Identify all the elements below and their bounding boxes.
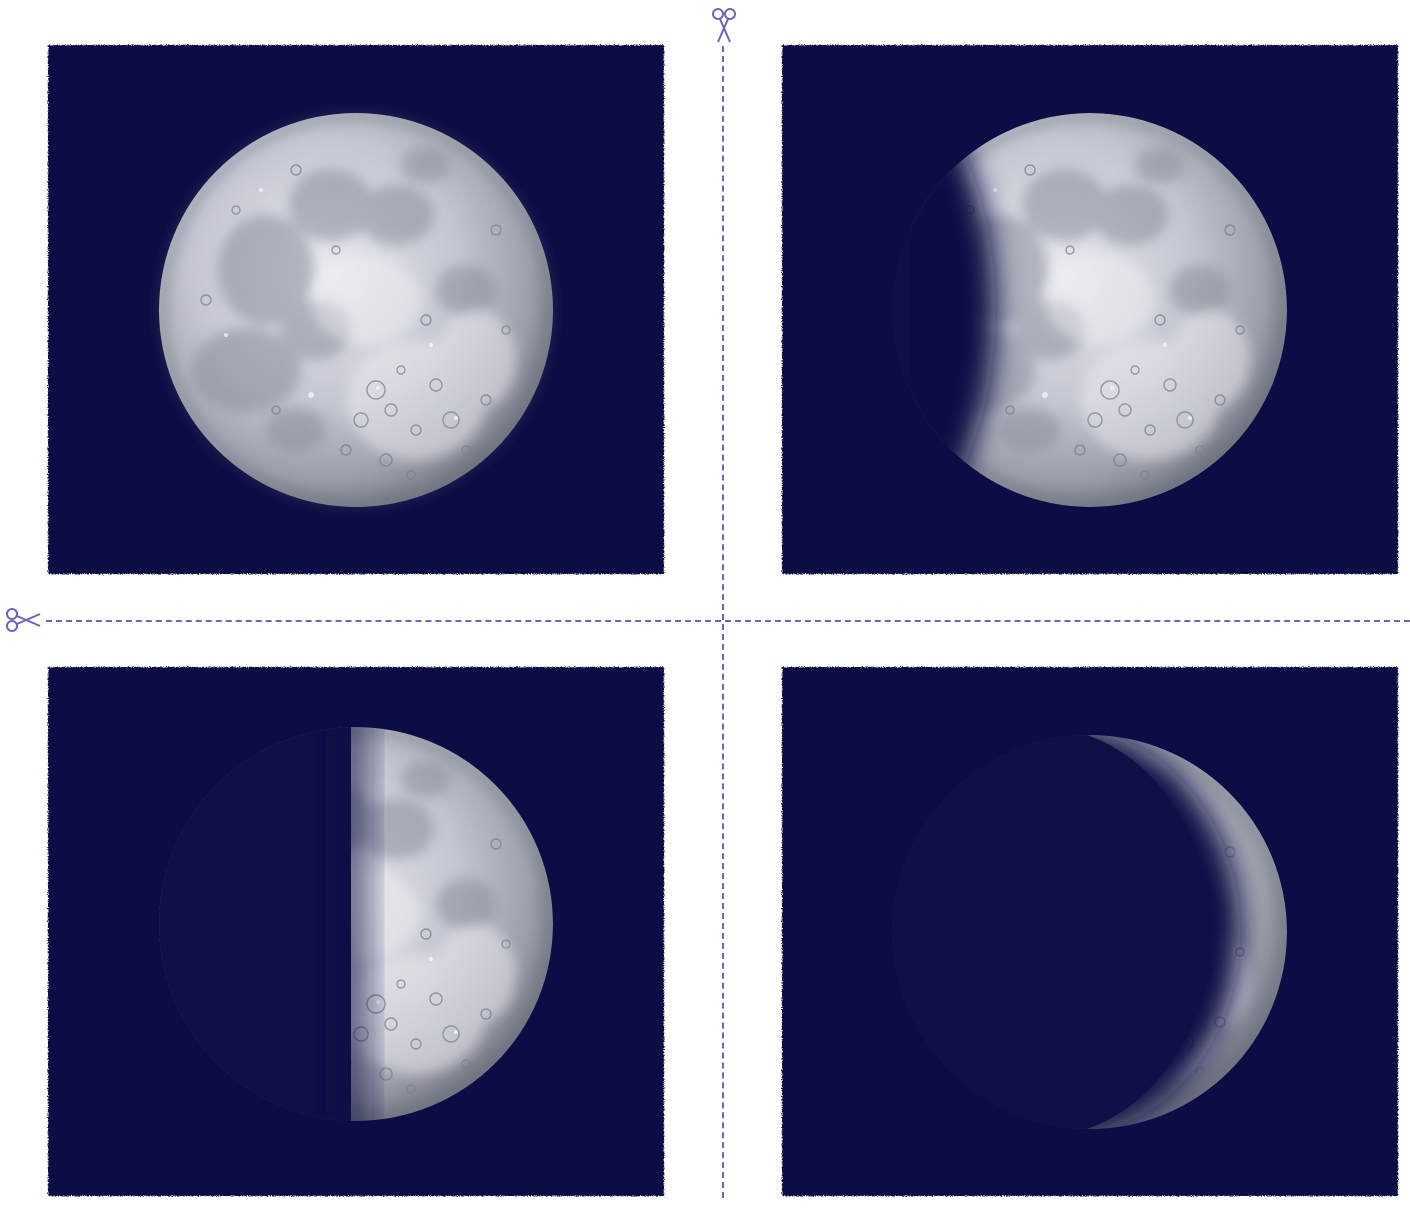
quarter-moon-image xyxy=(48,667,664,1196)
moon-disc xyxy=(159,113,553,507)
gibbous-moon-image xyxy=(782,45,1398,574)
moon-card-gibbous xyxy=(779,42,1401,577)
moon-card-crescent xyxy=(779,664,1401,1199)
moon-disc xyxy=(893,735,1287,1129)
full-moon-image xyxy=(48,45,664,574)
moon-card-quarter xyxy=(45,664,667,1199)
scissors-icon xyxy=(4,600,44,640)
moon-card-full xyxy=(45,42,667,577)
scissors-icon xyxy=(704,6,744,46)
vertical-cut-line xyxy=(722,46,724,1198)
crescent-moon-image xyxy=(782,667,1398,1196)
horizontal-cut-line xyxy=(46,620,1410,622)
